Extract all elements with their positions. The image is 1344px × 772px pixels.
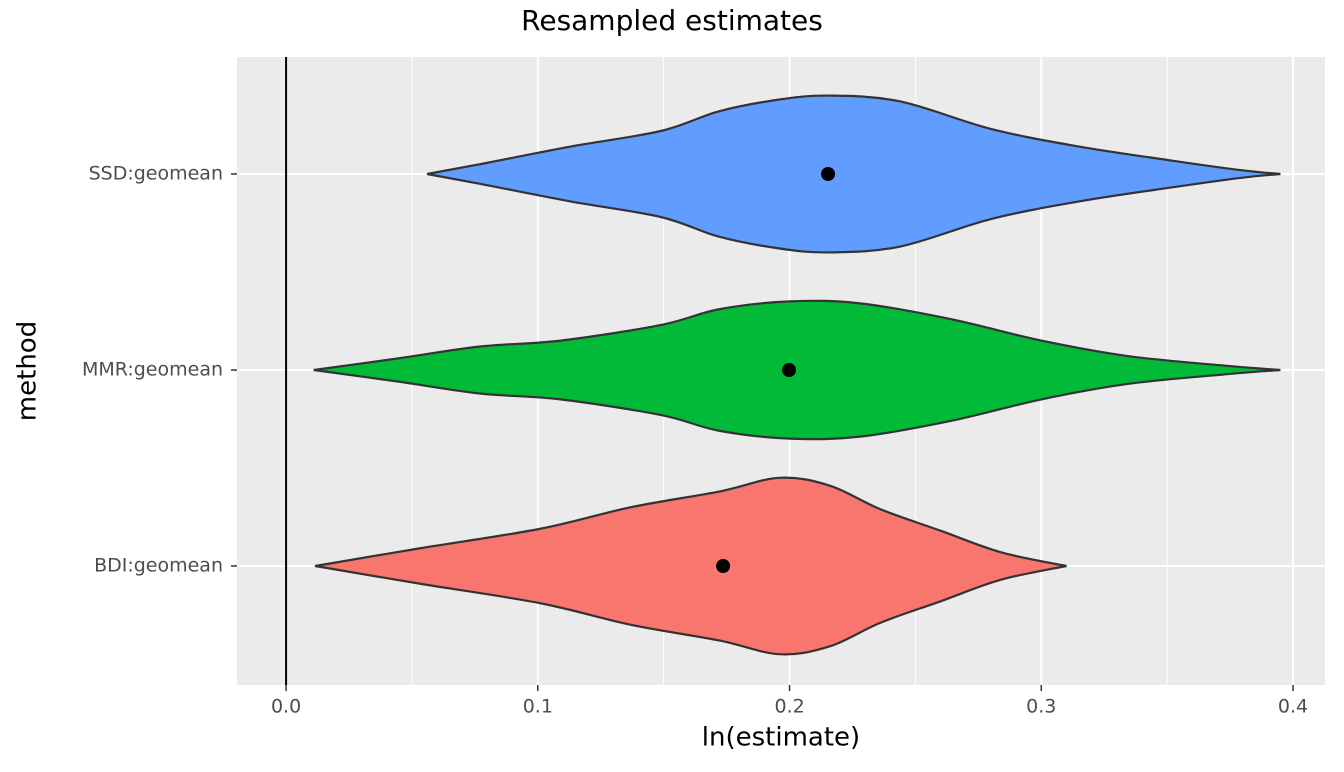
violin xyxy=(313,299,1281,441)
y-axis-title: method xyxy=(13,321,43,421)
x-tick-label: 0.1 xyxy=(523,696,553,718)
x-axis-title: ln(estimate) xyxy=(702,723,860,753)
mean-point xyxy=(716,559,731,573)
mean-point xyxy=(821,167,836,181)
x-tick-label: 0.4 xyxy=(1278,696,1308,718)
x-tick-label: 0.0 xyxy=(271,696,301,718)
marks xyxy=(285,57,1281,685)
y-tick-label: SSD:geomean xyxy=(89,163,223,185)
x-tick-label: 0.2 xyxy=(774,696,804,718)
y-tick-label: BDI:geomean xyxy=(94,555,223,577)
mean-point xyxy=(782,363,797,377)
violin xyxy=(426,94,1281,254)
chart-title: Resampled estimates xyxy=(521,4,823,37)
violin xyxy=(314,476,1067,656)
y-tick-label: MMR:geomean xyxy=(82,359,223,381)
x-tick-label: 0.3 xyxy=(1026,696,1056,718)
